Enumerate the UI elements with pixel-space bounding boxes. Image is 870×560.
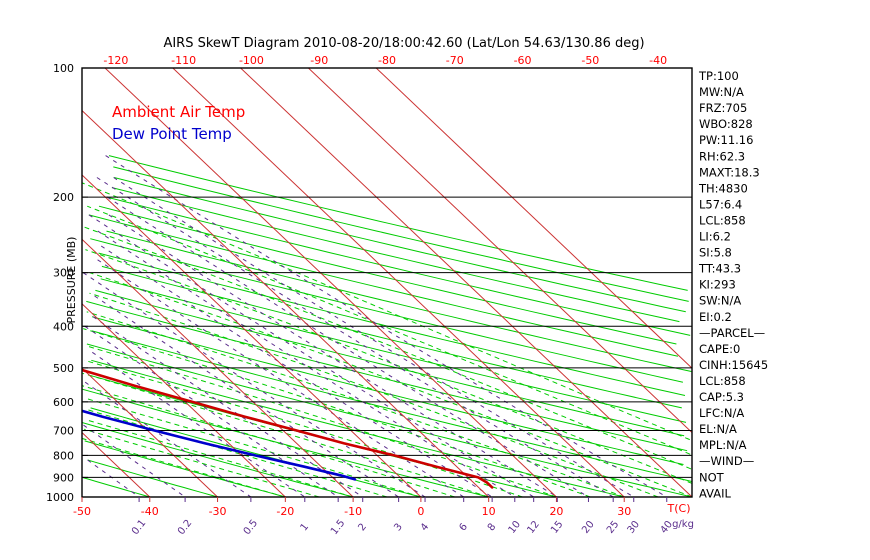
top-temp-tick: -80 xyxy=(378,54,396,67)
mixing-ratio-tick: 12 xyxy=(525,519,542,536)
mixing-ratio-tick: 3 xyxy=(392,522,405,534)
parameter-readout: TT:43.3 xyxy=(698,262,741,276)
parameter-readout: TP:100 xyxy=(698,69,739,83)
top-temp-tick: -60 xyxy=(514,54,532,67)
parameter-readout: PW:11.16 xyxy=(699,133,753,147)
bottom-temp-tick: 30 xyxy=(617,505,631,518)
sounding-curves xyxy=(82,368,494,489)
parameter-readout: CAPE:0 xyxy=(699,342,740,356)
top-temp-tick: -90 xyxy=(310,54,328,67)
bottom-temp-tick: -20 xyxy=(276,505,294,518)
bottom-temp-tick: 0 xyxy=(417,505,424,518)
mixing-ratio-tick: 0.1 xyxy=(130,518,148,537)
pressure-tick-1000: 1000 xyxy=(46,491,74,504)
mixing-ratio-tick: 10 xyxy=(507,519,524,536)
mixing-ratio-tick: 6 xyxy=(457,522,470,534)
bottom-temp-tick: 20 xyxy=(549,505,563,518)
temperature-axis-label: T(C) xyxy=(667,502,691,515)
pressure-axis-label: PRESSURE (MB) xyxy=(65,237,78,324)
bottom-temp-tick: 10 xyxy=(482,505,496,518)
pressure-tick-300: 300 xyxy=(53,267,74,280)
top-temp-tick: -40 xyxy=(649,54,667,67)
parameter-readout: —WIND— xyxy=(699,454,754,468)
mixing-ratio-tick: 1.5 xyxy=(329,518,347,537)
legend-dew-point-temp: Dew Point Temp xyxy=(112,125,232,143)
parameter-readout: FRZ:705 xyxy=(699,101,747,115)
top-temp-tick: -100 xyxy=(239,54,264,67)
top-temp-tick: -70 xyxy=(446,54,464,67)
mixing-ratio-tick: 1 xyxy=(299,522,312,534)
mixing-ratio-tick: 0.5 xyxy=(242,518,260,537)
mixing-ratio-axis-label: g/kg xyxy=(672,519,694,530)
top-temp-tick: -110 xyxy=(171,54,196,67)
parameter-readout: LFC:N/A xyxy=(699,406,744,420)
parameter-readout: MW:N/A xyxy=(699,85,744,99)
mixing-ratio-tick: 20 xyxy=(580,519,597,536)
parameter-readout: MAXT:18.3 xyxy=(699,165,760,179)
parameter-readout: RH:62.3 xyxy=(699,149,745,163)
parameter-readout: TH:4830 xyxy=(698,181,748,195)
pressure-tick-200: 200 xyxy=(53,191,74,204)
bottom-temp-tick: -30 xyxy=(209,505,227,518)
parameter-readout: —PARCEL— xyxy=(699,326,765,340)
parameter-readout: LCL:858 xyxy=(699,374,746,388)
parameter-readout: L57:6.4 xyxy=(699,197,742,211)
pressure-tick-100: 100 xyxy=(53,62,74,75)
parameter-readout: SI:5.8 xyxy=(699,246,732,260)
pressure-tick-500: 500 xyxy=(53,362,74,375)
mixing-ratio-tick: 2 xyxy=(356,522,369,534)
mixing-ratio-tick: 4 xyxy=(419,522,432,534)
parameter-readout: MPL:N/A xyxy=(699,438,747,452)
mixing-ratio-tick: 15 xyxy=(549,519,566,536)
bottom-temp-tick: -40 xyxy=(141,505,159,518)
mixing-ratio-tick: 0.2 xyxy=(176,518,194,537)
mixing-ratio-tick: 8 xyxy=(486,522,499,534)
parameter-readout: SW:N/A xyxy=(699,294,741,308)
pressure-tick-400: 400 xyxy=(53,320,74,333)
pressure-tick-900: 900 xyxy=(53,471,74,484)
parameter-readout: WBO:828 xyxy=(699,117,753,131)
bottom-temp-tick: -10 xyxy=(344,505,362,518)
parameter-readout: AVAIL xyxy=(699,486,732,500)
parameter-readout: CAP:5.3 xyxy=(699,390,744,404)
pressure-tick-800: 800 xyxy=(53,449,74,462)
parameter-readout: LI:6.2 xyxy=(699,230,731,244)
temperature-profile-line xyxy=(82,368,494,489)
plot-frame xyxy=(81,67,693,498)
top-temp-tick: -120 xyxy=(103,54,128,67)
legend-ambient-air-temp: Ambient Air Temp xyxy=(112,103,245,121)
chart-title: AIRS SkewT Diagram 2010-08-20/18:00:42.6… xyxy=(163,36,644,51)
pressure-tick-700: 700 xyxy=(53,425,74,438)
grid-layer xyxy=(82,68,692,497)
pressure-tick-600: 600 xyxy=(53,396,74,409)
bottom-temp-tick: -50 xyxy=(73,505,91,518)
parameter-readout: EL:N/A xyxy=(699,422,737,436)
parameter-readout: CINH:15645 xyxy=(699,358,768,372)
dewpoint-profile-line xyxy=(82,409,357,481)
mixing-ratio-tick: 30 xyxy=(626,519,643,536)
parameter-readout: KI:293 xyxy=(699,278,736,292)
top-temp-tick: -50 xyxy=(581,54,599,67)
parameter-readout: LCL:858 xyxy=(699,213,746,227)
parameter-readout: NOT xyxy=(699,470,725,484)
mixing-ratio-tick: 25 xyxy=(605,519,622,536)
parameter-readout: EI:0.2 xyxy=(699,310,732,324)
